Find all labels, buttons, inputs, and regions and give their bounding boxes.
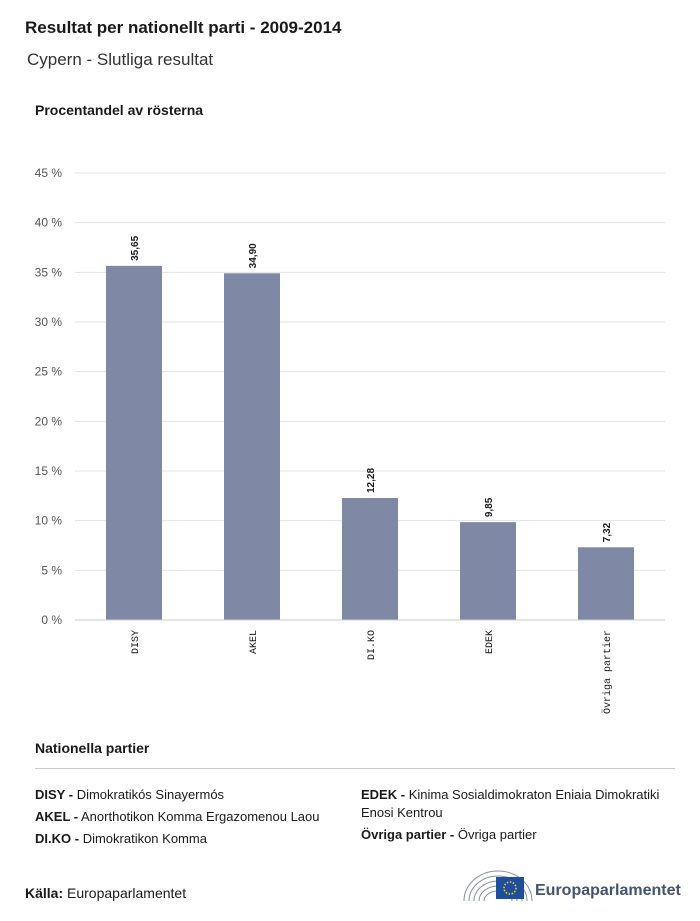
bar <box>224 273 280 620</box>
data-label: 35,65 <box>130 235 141 260</box>
legend-name: Dimokratikós Sinayermós <box>76 787 225 802</box>
source-value: Europaparlamentet <box>67 885 187 901</box>
data-label: 34,90 <box>248 243 259 268</box>
y-tick-label: 40 % <box>35 216 63 230</box>
source-label: Källa: <box>25 885 64 901</box>
legend-divider <box>35 768 675 769</box>
x-tick-label: EDEK <box>485 630 496 654</box>
bar-chart: 0 % 5 % 10 % 15 % 20 % 25 % 30 % 35 % 40 % 45 % 35… <box>35 166 665 714</box>
legend-abbr: DI.KO - <box>35 831 80 846</box>
legend-column-left: DISY - Dimokratikós Sinayermós AKEL - An… <box>35 786 345 852</box>
legend-name: Dimokratikon Komma <box>82 831 207 846</box>
y-tick-label: 10 % <box>35 514 63 528</box>
y-tick-label: 45 % <box>35 166 63 180</box>
y-tick-label: 30 % <box>35 315 63 329</box>
bar <box>460 522 516 620</box>
legend-entry-disy: DISY - Dimokratikós Sinayermós <box>35 786 345 804</box>
legend-title: Nationella partier <box>35 740 150 756</box>
y-tick-label: 20 % <box>35 414 63 428</box>
y-tick-label: 0 % <box>41 613 62 627</box>
legend-entry-edek: EDEK - Kinima Sosialdimokraton Eniaia Di… <box>361 786 681 822</box>
legend-entry-akel: AKEL - Anorthotikon Komma Ergazomenou La… <box>35 808 345 826</box>
y-tick-label: 15 % <box>35 464 63 478</box>
legend-entry-diko: DI.KO - Dimokratikon Komma <box>35 830 345 848</box>
data-label: 7,32 <box>602 522 613 542</box>
data-label: 9,85 <box>484 497 495 517</box>
chart-title: Resultat per nationellt parti - 2009-201… <box>25 18 342 37</box>
y-tick-label: 25 % <box>35 365 63 379</box>
x-tick-label: AKEL <box>249 630 260 654</box>
data-label: 12,28 <box>366 468 377 493</box>
european-parliament-logo-icon <box>463 870 533 902</box>
legend-abbr: EDEK - <box>361 787 406 802</box>
bar <box>578 547 634 620</box>
legend-abbr: DISY - <box>35 787 74 802</box>
logo-text: Europaparlamentet <box>535 882 681 899</box>
legend-name: Anorthotikon Komma Ergazomenou Laou <box>81 809 320 824</box>
x-tick-label: DI.KO <box>367 630 378 660</box>
legend-column-right: EDEK - Kinima Sosialdimokraton Eniaia Di… <box>361 786 681 848</box>
legend-abbr: AKEL - <box>35 809 79 824</box>
chart-subtitle: Cypern - Slutliga resultat <box>27 50 214 69</box>
x-tick-label: DISY <box>131 630 142 654</box>
legend-abbr: Övriga partier - <box>361 827 455 842</box>
legend-name: Övriga partier <box>457 827 537 842</box>
bar <box>106 265 162 620</box>
legend-entry-ovriga: Övriga partier - Övriga partier <box>361 826 681 844</box>
legend-name: Kinima Sosialdimokraton Eniaia Dimokrati… <box>361 787 660 820</box>
y-axis-label: Procentandel av rösterna <box>35 102 204 118</box>
y-tick-label: 35 % <box>35 265 63 279</box>
x-tick-label: Övriga partier <box>601 630 614 714</box>
bar <box>342 498 398 620</box>
source-note: Källa: Europaparlamentet <box>25 885 186 901</box>
y-tick-label: 5 % <box>41 563 62 577</box>
